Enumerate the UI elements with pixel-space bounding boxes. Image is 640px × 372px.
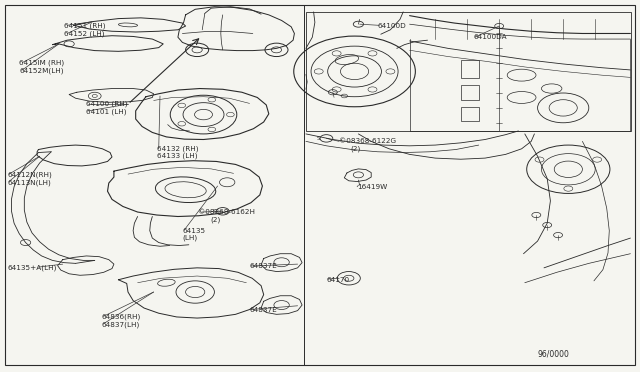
Text: 64132 (RH): 64132 (RH)	[157, 145, 198, 152]
Text: 64100DA: 64100DA	[474, 34, 508, 40]
Text: 64151 (RH): 64151 (RH)	[64, 23, 106, 29]
Text: 64135: 64135	[182, 228, 205, 234]
Text: 64152M(LH): 64152M(LH)	[19, 67, 64, 74]
Text: S: S	[317, 136, 321, 141]
Text: 64837(LH): 64837(LH)	[101, 321, 140, 328]
Text: S: S	[212, 209, 216, 214]
Text: ©08368-6122G: ©08368-6122G	[339, 138, 396, 144]
Text: 64836(RH): 64836(RH)	[101, 314, 140, 320]
Text: 64152 (LH): 64152 (LH)	[64, 31, 104, 38]
Text: 6415lM (RH): 6415lM (RH)	[19, 60, 65, 67]
Text: 16419W: 16419W	[357, 184, 387, 190]
Text: 64100 (RH): 64100 (RH)	[86, 101, 128, 108]
Text: 64170: 64170	[326, 277, 349, 283]
Text: 64112N(RH): 64112N(RH)	[8, 171, 52, 178]
Text: (LH): (LH)	[182, 235, 198, 241]
Text: (2): (2)	[351, 145, 361, 152]
Text: 64135+A(LH): 64135+A(LH)	[8, 264, 57, 271]
Bar	[306, 12, 631, 131]
Bar	[461, 60, 479, 78]
Text: (2): (2)	[210, 216, 220, 223]
Bar	[461, 85, 479, 100]
Text: 64113N(LH): 64113N(LH)	[8, 179, 51, 186]
Text: 64837E: 64837E	[250, 263, 277, 269]
Text: 64837E: 64837E	[250, 307, 277, 312]
Bar	[461, 107, 479, 121]
Text: ©08368-6162H: ©08368-6162H	[198, 209, 255, 215]
Text: 64101 (LH): 64101 (LH)	[86, 108, 127, 115]
Text: 64133 (LH): 64133 (LH)	[157, 153, 197, 160]
Text: 96/0000: 96/0000	[538, 350, 570, 359]
Text: 64100D: 64100D	[378, 23, 406, 29]
